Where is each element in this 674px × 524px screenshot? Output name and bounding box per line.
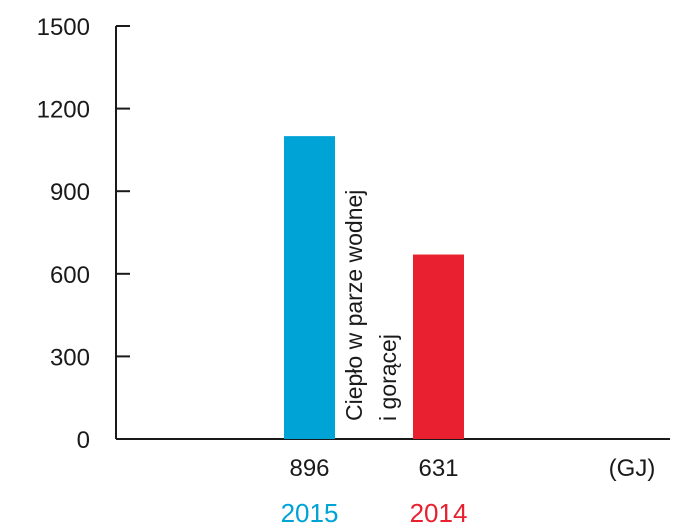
category-label: Ciepło w parze wodnej i gorącej (341, 190, 401, 421)
legend-2015: 2015 (281, 498, 339, 524)
y-ticks: 0 300 600 900 1200 1500 (37, 14, 130, 454)
value-labels: 896 631 (289, 455, 458, 482)
bars (284, 136, 464, 439)
y-tick-label: 1200 (37, 97, 90, 124)
y-tick-label: 1500 (37, 14, 90, 41)
category-label-line-1: Ciepło w parze wodnej (341, 190, 367, 421)
legend: 2015 2014 (281, 498, 468, 524)
y-tick-label: 600 (50, 262, 90, 289)
bar-2015 (284, 136, 335, 439)
value-label-2015: 896 (289, 455, 329, 482)
y-tick-label: 0 (77, 427, 90, 454)
unit-label: (GJ) (609, 455, 656, 482)
y-tick-label: 300 (50, 344, 90, 371)
bar-2014 (413, 254, 464, 439)
legend-2014: 2014 (410, 498, 468, 524)
value-label-2014: 631 (418, 455, 458, 482)
category-label-line-2: i gorącej (375, 334, 401, 421)
y-tick-label: 900 (50, 179, 90, 206)
